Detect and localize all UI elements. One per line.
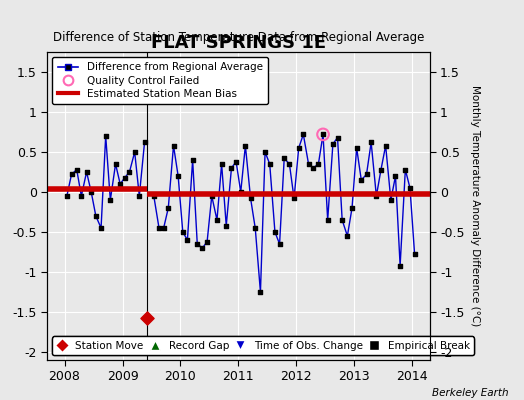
Point: [193, 241, 201, 247]
Point: [410, 251, 419, 258]
Point: [377, 166, 385, 173]
Point: [72, 166, 81, 173]
Point: [236, 189, 245, 195]
Point: [362, 171, 370, 178]
Point: [121, 174, 129, 181]
Point: [135, 193, 144, 199]
Point: [208, 193, 216, 199]
Point: [372, 193, 380, 199]
Y-axis label: Monthly Temperature Anomaly Difference (°C): Monthly Temperature Anomaly Difference (…: [470, 85, 480, 327]
Point: [155, 225, 163, 231]
Point: [125, 169, 134, 175]
Title: FLAT SPRINGS 1E: FLAT SPRINGS 1E: [151, 34, 326, 52]
Point: [222, 222, 231, 229]
Point: [169, 142, 178, 149]
Point: [241, 142, 249, 149]
Point: [179, 229, 187, 235]
Point: [314, 161, 323, 167]
Point: [348, 205, 356, 211]
Point: [357, 177, 365, 183]
Point: [319, 131, 327, 138]
Point: [159, 225, 168, 231]
Point: [227, 165, 236, 171]
Point: [251, 225, 259, 231]
Point: [406, 185, 414, 191]
Point: [198, 245, 206, 251]
Point: [140, 139, 149, 146]
Point: [343, 233, 352, 239]
Point: [246, 195, 255, 202]
Point: [401, 166, 410, 173]
Text: Berkeley Earth: Berkeley Earth: [432, 388, 508, 398]
Point: [203, 238, 211, 245]
Point: [333, 134, 342, 141]
Point: [256, 289, 265, 295]
Point: [329, 141, 337, 147]
Point: [63, 193, 71, 199]
Point: [276, 241, 284, 247]
Point: [319, 131, 327, 138]
Point: [294, 145, 303, 151]
Point: [67, 171, 75, 178]
Point: [367, 139, 375, 146]
Point: [396, 262, 405, 269]
Point: [261, 149, 269, 155]
Point: [217, 161, 226, 167]
Point: [381, 142, 390, 149]
Point: [97, 225, 105, 231]
Point: [323, 217, 332, 223]
Point: [87, 189, 95, 195]
Legend: Station Move, Record Gap, Time of Obs. Change, Empirical Break: Station Move, Record Gap, Time of Obs. C…: [52, 336, 474, 355]
Point: [309, 165, 318, 171]
Point: [82, 169, 91, 175]
Point: [174, 173, 182, 179]
Point: [338, 217, 346, 223]
Point: [387, 197, 395, 203]
Point: [304, 161, 313, 167]
Point: [106, 197, 115, 203]
Point: [92, 213, 100, 219]
Point: [353, 145, 361, 151]
Point: [143, 315, 151, 322]
Point: [266, 161, 274, 167]
Point: [77, 193, 85, 199]
Point: [189, 157, 197, 163]
Point: [183, 237, 192, 243]
Point: [290, 195, 298, 202]
Point: [232, 158, 241, 165]
Point: [116, 181, 124, 187]
Point: [130, 149, 139, 155]
Point: [299, 131, 308, 138]
Point: [280, 155, 288, 162]
Point: [150, 193, 158, 199]
Point: [164, 205, 172, 211]
Text: Difference of Station Temperature Data from Regional Average: Difference of Station Temperature Data f…: [53, 31, 424, 44]
Point: [391, 173, 400, 179]
Point: [285, 161, 293, 167]
Point: [213, 217, 221, 223]
Point: [102, 133, 110, 139]
Point: [112, 161, 120, 167]
Point: [271, 229, 279, 235]
